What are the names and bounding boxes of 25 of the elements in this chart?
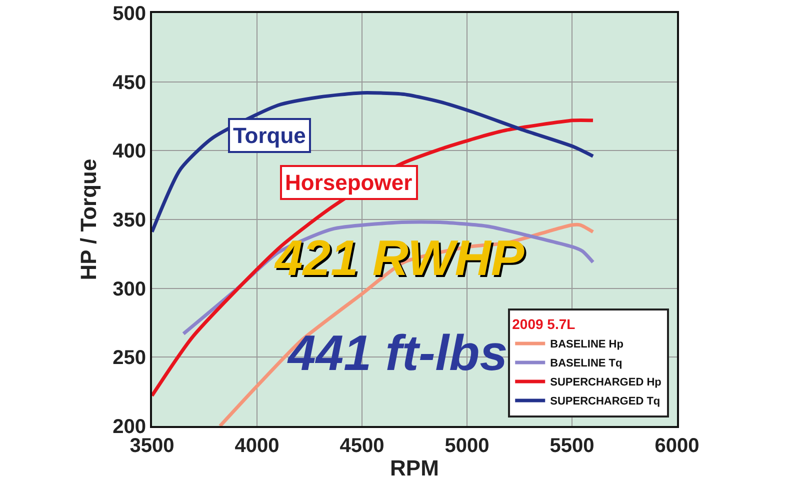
y-tick-label: 300	[112, 278, 146, 300]
y-tick-label: 400	[112, 140, 146, 163]
legend-label: BASELINE Hp	[550, 338, 624, 351]
x-tick-label: 5000	[444, 435, 490, 457]
line-series	[152, 91, 595, 234]
annotation: 441 ft-lbs	[287, 325, 508, 381]
x-tick-label: 3500	[130, 435, 174, 457]
annotation: Torque	[233, 123, 306, 148]
x-tick-label: 4500	[340, 435, 384, 457]
legend-label: SUPERCHARGED Tq	[550, 396, 660, 408]
y-tick-label: 250	[112, 347, 146, 370]
legend-label: BASELINE Tq	[550, 358, 622, 370]
x-tick-label: 4000	[234, 435, 280, 457]
legend-title: 2009 5.7L	[512, 316, 576, 332]
annotation: 421 RWHP	[274, 230, 525, 286]
y-tick-label: 500	[112, 3, 146, 25]
x-axis-title: RPM	[390, 455, 439, 480]
y-axis-title: HP / Torque	[76, 158, 101, 280]
y-tick-label: 450	[112, 72, 146, 94]
legend-label: SUPERCHARGED Hp	[550, 376, 662, 389]
annotation: Horsepower	[285, 170, 413, 195]
y-tick-label: 200	[112, 416, 146, 438]
y-tick-label: 350	[112, 210, 146, 232]
x-tick-label: 6000	[654, 435, 700, 457]
x-tick-label: 5500	[550, 435, 594, 457]
